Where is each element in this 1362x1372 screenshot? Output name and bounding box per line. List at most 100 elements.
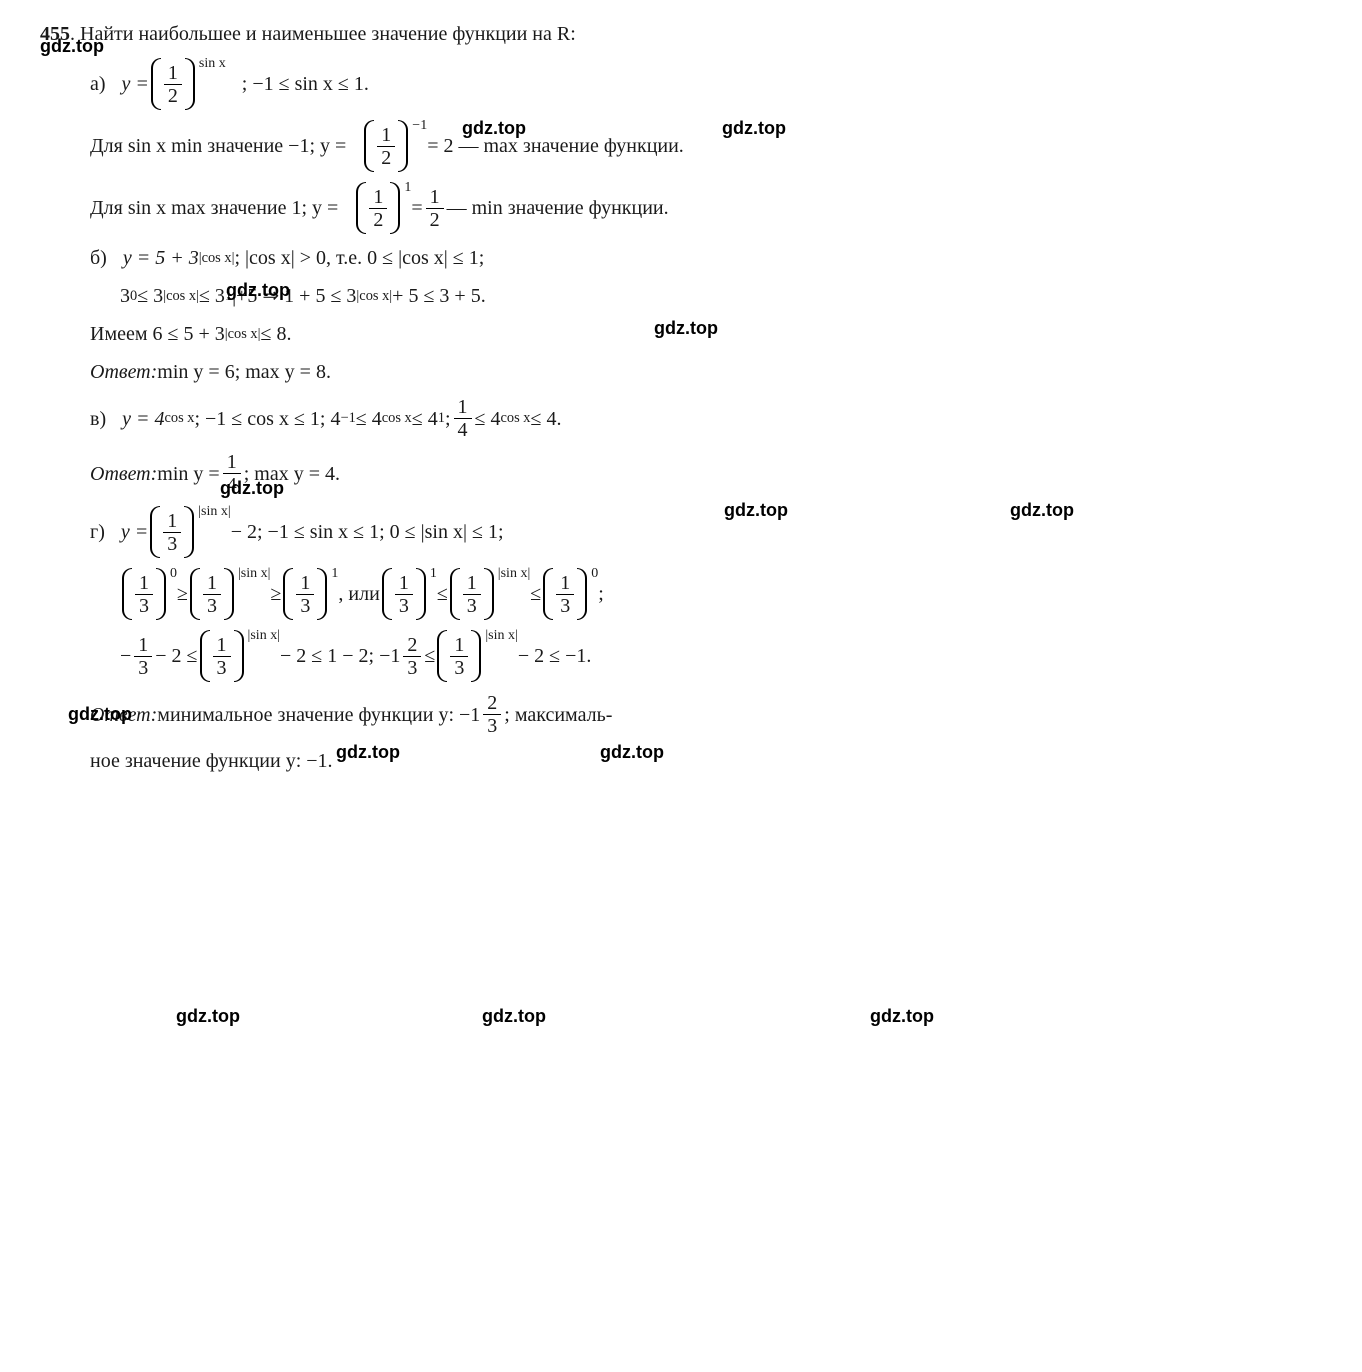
exponent: −1 xyxy=(412,116,427,136)
s: cos x xyxy=(382,408,412,428)
t: ; max y = 4. xyxy=(244,460,340,488)
bf: 13 xyxy=(435,630,483,682)
text: — min значение функции. xyxy=(447,194,669,222)
part-d-answer-2: ное значение функции y: −1. xyxy=(90,747,1322,775)
label-b: б) xyxy=(90,244,107,272)
t: − 2 ≤ −1. xyxy=(518,642,592,670)
le: ≤ xyxy=(530,580,541,608)
text: = 2 — max значение функции. xyxy=(427,132,684,160)
s: |sin x| xyxy=(238,564,270,584)
s: |cos x| xyxy=(163,286,199,306)
eq: y = 5 + 3 xyxy=(123,244,199,272)
bf: 13 xyxy=(448,568,496,620)
part-a-line2: Для sin x min значение −1; y = 12 −1 = 2… xyxy=(90,120,1322,172)
t: 3 xyxy=(120,282,130,310)
bf: 13 xyxy=(380,568,428,620)
fraction: 14 xyxy=(223,451,241,496)
part-d-line1: г) y = 13 |sin x| − 2; −1 ≤ sin x ≤ 1; 0… xyxy=(90,506,1322,558)
s: |sin x| xyxy=(485,626,517,646)
t: ≤ 3 xyxy=(199,282,225,310)
t: ≤ 4 xyxy=(475,405,501,433)
fraction: 12 xyxy=(426,186,444,231)
exponent: sin x xyxy=(199,54,226,74)
t: ; xyxy=(445,405,451,433)
s: |sin x| xyxy=(248,626,280,646)
cond: ; |cos x| > 0, т.е. 0 ≤ |cos x| ≤ 1; xyxy=(234,244,484,272)
t: min y = xyxy=(157,460,219,488)
exponent: 1 xyxy=(404,178,411,198)
watermark: gdz.top xyxy=(870,1004,934,1029)
part-c-answer: Ответ: min y = 14 ; max y = 4. xyxy=(90,451,1322,496)
part-a-line1: а) y = 12 sin x ; −1 ≤ sin x ≤ 1. xyxy=(90,58,1322,110)
big-fraction: 12 xyxy=(149,58,197,110)
ge: ≥ xyxy=(177,580,188,608)
t: ≤ 4 xyxy=(356,405,382,433)
t: минимальное значение функции y: −1 xyxy=(157,701,480,729)
cond: ; −1 ≤ sin x ≤ 1. xyxy=(242,70,369,98)
t: − 2; −1 ≤ sin x ≤ 1; 0 ≤ |sin x| ≤ 1; xyxy=(231,518,504,546)
part-b-line1: б) y = 5 + 3|cos x| ; |cos x| > 0, т.е. … xyxy=(90,244,1322,272)
text: Для sin x max значение 1; y = xyxy=(90,194,338,222)
part-b-answer: Ответ: min y = 6; max y = 8. xyxy=(90,358,1322,386)
s: 0 xyxy=(591,564,598,584)
problem-number: 455 xyxy=(40,20,70,48)
t: ; −1 ≤ cos x ≤ 1; 4 xyxy=(194,405,340,433)
s: 1 xyxy=(430,564,437,584)
fraction: 23 xyxy=(483,692,501,737)
s: cos x xyxy=(501,408,531,428)
text: = xyxy=(411,194,422,222)
s: |sin x| xyxy=(498,564,530,584)
sup: |cos x| xyxy=(199,248,235,268)
or: , или xyxy=(338,580,379,608)
part-d-line3: − 13 − 2 ≤ 13 |sin x| − 2 ≤ 1 − 2; −1 23… xyxy=(120,630,1322,682)
t: y = xyxy=(121,518,148,546)
bf: 13 xyxy=(541,568,589,620)
part-a-line3: Для sin x max значение 1; y = 12 1 = 12 … xyxy=(90,182,1322,234)
t: + 5 ≤ 3 + 5. xyxy=(392,282,486,310)
label-a: а) xyxy=(90,70,106,98)
t: y = 4 xyxy=(122,405,164,433)
t: − 2 ≤ xyxy=(155,642,197,670)
t: ≤ 4. xyxy=(530,405,561,433)
fraction: 14 xyxy=(454,396,472,441)
t: ное значение функции y: −1. xyxy=(90,747,333,775)
s: −1 xyxy=(340,408,355,428)
t: − xyxy=(120,642,131,670)
s: 0 xyxy=(170,564,177,584)
bf: 13 xyxy=(198,630,246,682)
problem-header: 455. Найти наибольшее и наименьшее значе… xyxy=(40,20,1322,48)
s: 1 xyxy=(331,564,338,584)
t: ≤ 3 xyxy=(137,282,163,310)
t: ≤ 8. xyxy=(261,320,292,348)
part-b-line2: 30 ≤ 3|cos x| ≤ 31 |+5 ⇒ 1 + 5 ≤ 3|cos x… xyxy=(120,282,1322,310)
s: 1 xyxy=(225,286,232,306)
problem-title: . Найти наибольшее и наименьшее значение… xyxy=(70,20,576,48)
semi: ; xyxy=(598,580,604,608)
le: ≤ xyxy=(437,580,448,608)
big-fraction: 12 xyxy=(362,120,410,172)
exponent: |sin x| xyxy=(198,502,230,522)
text: Для sin x min значение −1; y = xyxy=(90,132,346,160)
s: 0 xyxy=(130,286,137,306)
fraction: 13 xyxy=(134,634,152,679)
answer-label: Ответ: xyxy=(90,460,157,488)
bf: 13 xyxy=(281,568,329,620)
s: cos x xyxy=(164,408,194,428)
big-fraction: 12 xyxy=(354,182,402,234)
t: ≤ xyxy=(424,642,435,670)
eq-lhs: y = xyxy=(122,70,149,98)
t: ; максималь- xyxy=(504,701,612,729)
answer-text: min y = 6; max y = 8. xyxy=(157,358,331,386)
t: |+5 ⇒ 1 + 5 ≤ 3 xyxy=(232,282,356,310)
bf: 13 xyxy=(188,568,236,620)
t: Имеем 6 ≤ 5 + 3 xyxy=(90,320,225,348)
s: 1 xyxy=(438,408,445,428)
s: |cos x| xyxy=(225,324,261,344)
answer-label: Ответ: xyxy=(90,701,157,729)
part-c-line1: в) y = 4cos x ; −1 ≤ cos x ≤ 1; 4−1 ≤ 4c… xyxy=(90,396,1322,441)
t: ≤ 4 xyxy=(412,405,438,433)
s: |cos x| xyxy=(356,286,392,306)
watermark: gdz.top xyxy=(176,1004,240,1029)
big-fraction: 13 xyxy=(148,506,196,558)
part-b-line3: Имеем 6 ≤ 5 + 3|cos x| ≤ 8. xyxy=(90,320,1322,348)
